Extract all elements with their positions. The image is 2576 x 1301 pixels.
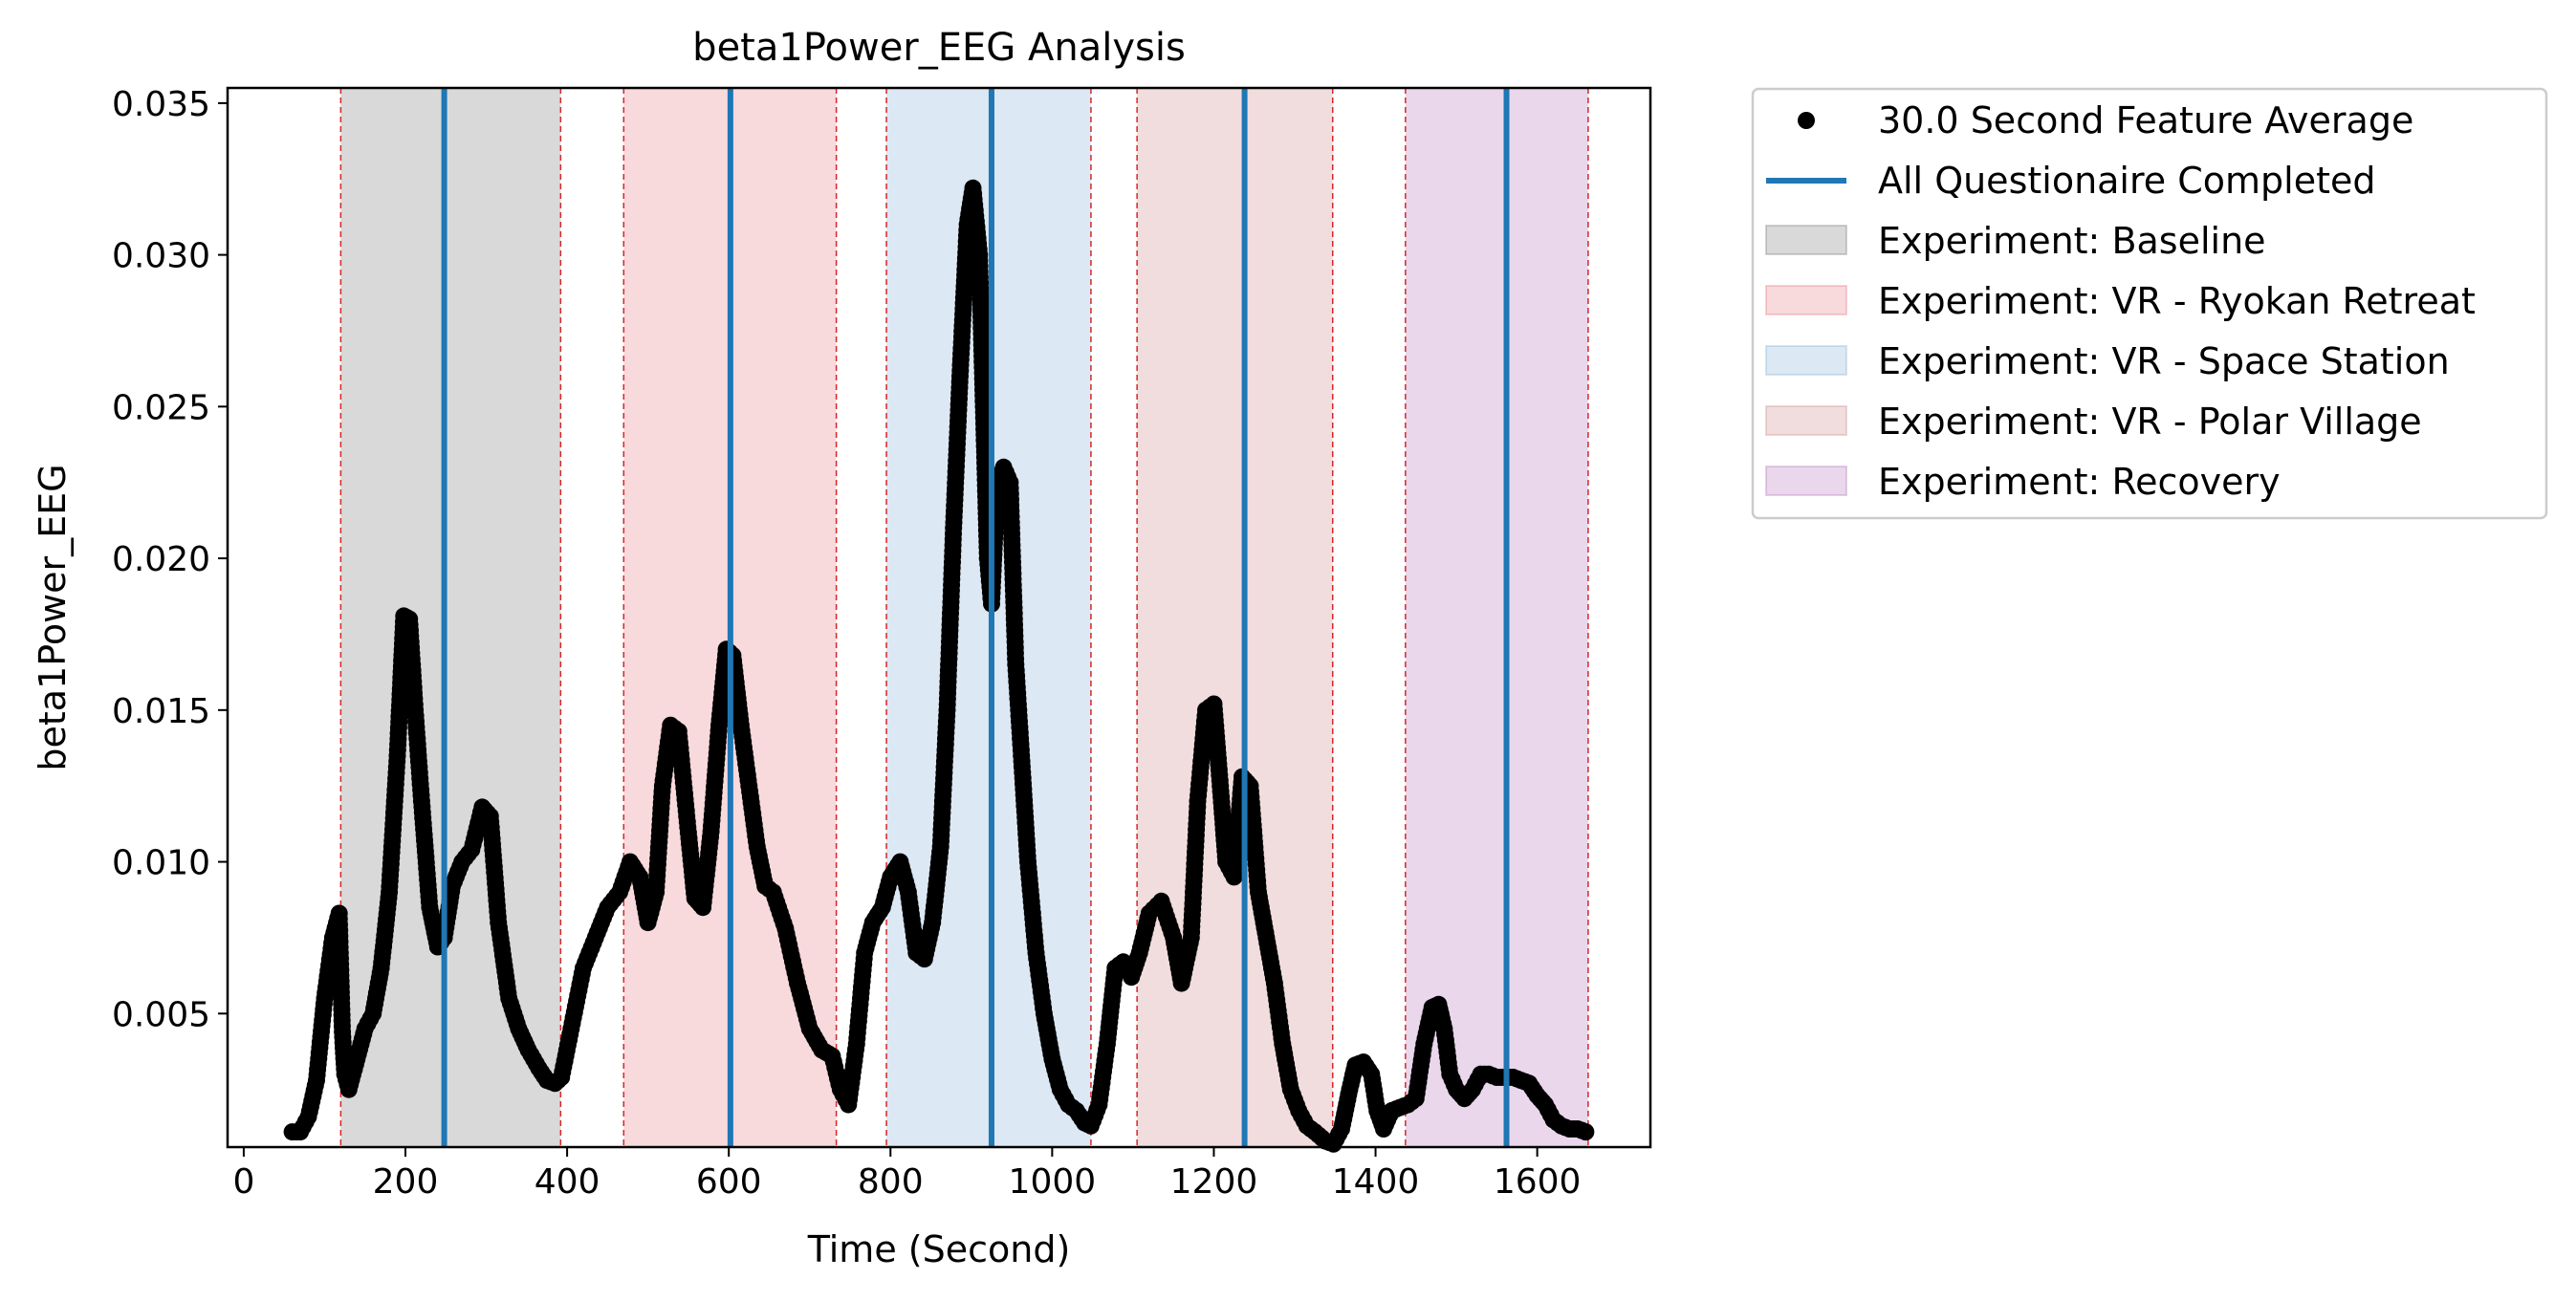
legend: 30.0 Second Feature Average All Question… <box>1751 87 2548 520</box>
legend-label-baseline: Experiment: Baseline <box>1878 220 2266 262</box>
data-point-1353 <box>1577 1123 1595 1141</box>
legend-swatch-baseline <box>1765 225 1847 255</box>
y-tick-label-5: 0.030 <box>112 237 210 276</box>
phase-boundary-lines <box>339 88 1589 1147</box>
questionnaire-lines <box>441 88 1510 1147</box>
legend-swatch-polar-village <box>1765 405 1847 436</box>
y-tick-label-3: 0.020 <box>112 540 210 579</box>
legend-label-polar-village: Experiment: VR - Polar Village <box>1878 401 2422 443</box>
x-tick-label-800: 800 <box>858 1162 924 1202</box>
legend-swatch-ryokan <box>1765 285 1847 315</box>
phase-band-4 <box>1137 88 1333 1147</box>
phase-band-5 <box>1405 88 1588 1147</box>
x-tick-label-0: 0 <box>232 1162 254 1202</box>
legend-frame <box>1751 87 2548 520</box>
legend-label-questionnaire: All Questionaire Completed <box>1878 160 2376 202</box>
legend-label-ryokan: Experiment: VR - Ryokan Retreat <box>1878 280 2476 322</box>
y-axis-ticks: 0.005 0.010 0.015 0.020 0.025 0.030 0.035 <box>112 85 228 1034</box>
y-tick-label-0: 0.005 <box>112 995 210 1034</box>
y-tick-label-6: 0.035 <box>112 85 210 124</box>
legend-label-recovery: Experiment: Recovery <box>1878 461 2281 503</box>
x-tick-label-200: 200 <box>373 1162 439 1202</box>
y-axis-label: beta1Power_EEG <box>32 464 74 770</box>
legend-swatch-space-station <box>1765 345 1847 376</box>
x-tick-label-1600: 1600 <box>1494 1162 1582 1202</box>
data-points <box>283 179 1595 1153</box>
x-tick-label-1200: 1200 <box>1170 1162 1258 1202</box>
legend-marker-points <box>1798 112 1815 129</box>
x-axis-ticks: 0 200 400 600 800 1000 1200 1400 1600 <box>232 1147 1581 1202</box>
x-axis-label: Time (Second) <box>807 1228 1071 1270</box>
y-tick-label-1: 0.010 <box>112 844 210 883</box>
x-tick-label-400: 400 <box>535 1162 600 1202</box>
y-tick-label-4: 0.025 <box>112 388 210 427</box>
legend-label-space-station: Experiment: VR - Space Station <box>1878 340 2450 382</box>
legend-label-points: 30.0 Second Feature Average <box>1878 99 2413 141</box>
x-tick-label-1000: 1000 <box>1009 1162 1097 1202</box>
y-tick-label-2: 0.015 <box>112 692 210 731</box>
legend-swatch-recovery <box>1765 466 1847 496</box>
x-tick-label-1400: 1400 <box>1332 1162 1420 1202</box>
x-tick-label-600: 600 <box>696 1162 762 1202</box>
chart-title: beta1Power_EEG Analysis <box>692 26 1186 70</box>
plot-frame <box>226 86 1652 1149</box>
